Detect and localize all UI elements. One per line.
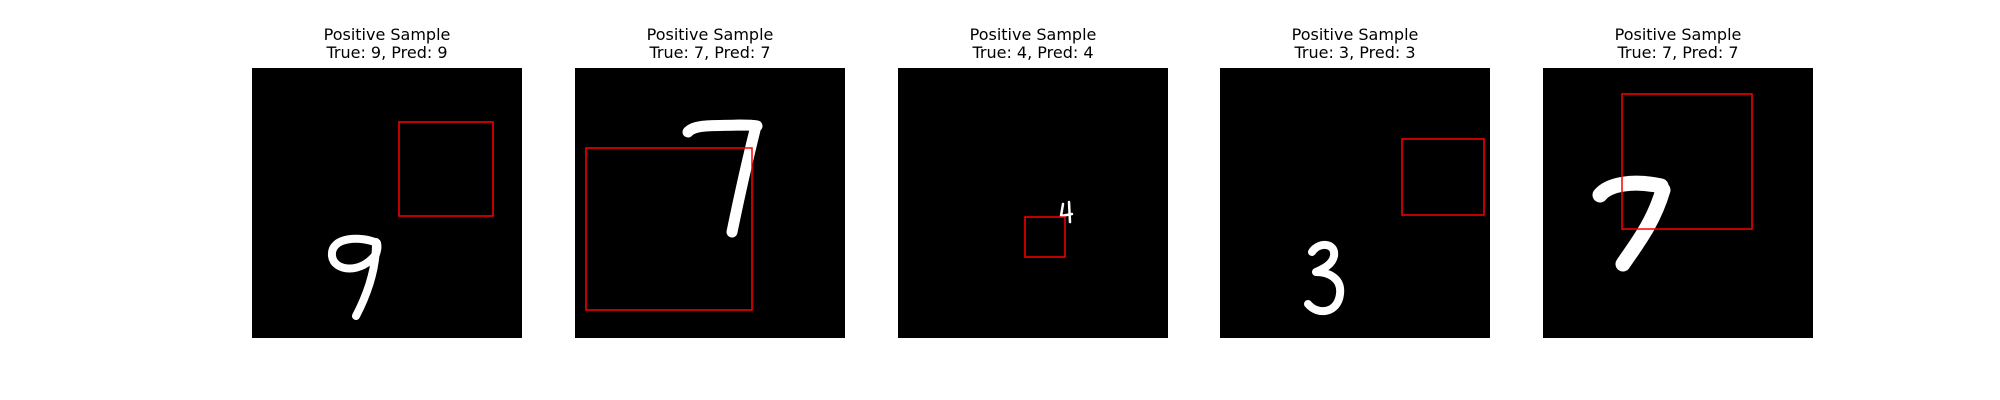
panel-heading: Positive Sample <box>646 25 774 44</box>
sample-panel-2: Positive Sample True: 7, Pred: 7 <box>575 26 845 339</box>
detection-box <box>1621 93 1753 230</box>
digit-seven-image <box>1592 93 1753 272</box>
sample-panel-3: Positive Sample True: 4, Pred: 4 <box>898 26 1168 339</box>
panel-title: Positive Sample True: 7, Pred: 7 <box>535 26 885 62</box>
digit-seven-glyph <box>1592 175 1671 272</box>
panel-caption: True: 3, Pred: 3 <box>1294 43 1416 62</box>
detection-box <box>398 121 494 217</box>
digit-four-glyph <box>1059 200 1074 224</box>
sample-panel-5: Positive Sample True: 7, Pred: 7 <box>1543 26 1813 339</box>
sample-panel-4: Positive Sample True: 3, Pred: 3 <box>1220 26 1490 339</box>
panel-title: Positive Sample True: 7, Pred: 7 <box>1503 26 1853 62</box>
sample-image <box>575 68 845 338</box>
panel-heading: Positive Sample <box>1614 25 1742 44</box>
digit-seven-image <box>585 119 763 311</box>
detection-box <box>1401 138 1485 216</box>
digit-four-image <box>1024 200 1074 258</box>
detection-box <box>1024 216 1066 258</box>
panel-title: Positive Sample True: 4, Pred: 4 <box>858 26 1208 62</box>
panel-caption: True: 7, Pred: 7 <box>1617 43 1739 62</box>
digit-three-image <box>1304 138 1485 316</box>
panel-title: Positive Sample True: 3, Pred: 3 <box>1180 26 1530 62</box>
digit-seven-glyph <box>682 119 763 238</box>
digit-nine-glyph <box>328 234 382 320</box>
panel-heading: Positive Sample <box>1291 25 1419 44</box>
panel-caption: True: 4, Pred: 4 <box>972 43 1094 62</box>
panel-caption: True: 9, Pred: 9 <box>326 43 448 62</box>
sample-panel-1: Positive Sample True: 9, Pred: 9 <box>252 26 522 339</box>
panel-heading: Positive Sample <box>969 25 1097 44</box>
panel-caption: True: 7, Pred: 7 <box>649 43 771 62</box>
detection-box <box>585 147 753 311</box>
sample-image <box>1220 68 1490 338</box>
sample-image <box>898 68 1168 338</box>
sample-image <box>1543 68 1813 338</box>
panel-title: Positive Sample True: 9, Pred: 9 <box>212 26 562 62</box>
panel-heading: Positive Sample <box>323 25 451 44</box>
digit-nine-image <box>328 121 494 320</box>
digit-three-glyph <box>1304 241 1345 316</box>
sample-image <box>252 68 522 338</box>
